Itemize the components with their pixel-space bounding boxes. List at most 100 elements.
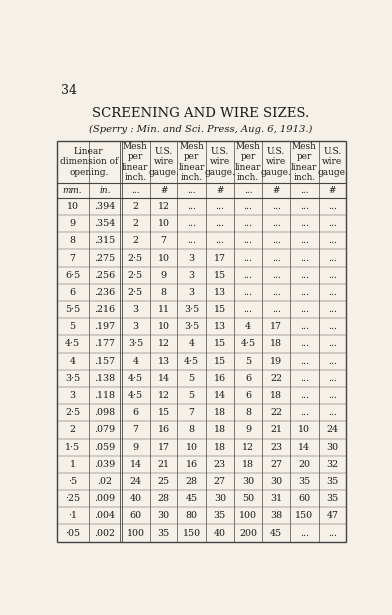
Text: 8: 8 [245,408,251,417]
Text: 24: 24 [327,426,338,434]
Text: 3·5: 3·5 [184,322,199,331]
Text: 30: 30 [270,477,282,486]
Text: 5: 5 [189,391,195,400]
Text: ...: ... [300,236,309,245]
Text: .002: .002 [94,528,115,538]
Text: 15: 15 [214,357,226,366]
Text: 8: 8 [161,288,167,297]
Text: 45: 45 [186,494,198,503]
Text: in.: in. [99,186,111,195]
Text: 10: 10 [158,253,170,263]
Text: 35: 35 [326,477,339,486]
Text: 12: 12 [158,339,170,349]
Text: 13: 13 [214,288,226,297]
Text: 20: 20 [298,460,310,469]
Text: 60: 60 [129,512,142,520]
Text: 6·5: 6·5 [65,271,80,280]
Text: ...: ... [300,288,309,297]
Text: ...: ... [272,271,281,280]
Text: ...: ... [300,253,309,263]
Text: 2: 2 [132,202,138,211]
Text: ...: ... [300,219,309,228]
Text: 4: 4 [132,357,138,366]
Text: 5: 5 [189,374,195,383]
Text: U.S.
wire
gauge.: U.S. wire gauge. [204,147,235,177]
Text: ...: ... [300,322,309,331]
Text: .354: .354 [94,219,116,228]
Text: ...: ... [215,236,224,245]
Text: 30: 30 [327,443,339,451]
Text: U.S.
wire
gauge.: U.S. wire gauge. [261,147,292,177]
Text: ...: ... [243,236,252,245]
Text: 14: 14 [298,443,310,451]
Text: 6: 6 [70,288,76,297]
Text: 4·5: 4·5 [240,339,256,349]
Text: ...: ... [328,253,337,263]
Text: ...: ... [300,528,309,538]
Text: 18: 18 [270,391,282,400]
Text: U.S.
wire
gauge.: U.S. wire gauge. [317,147,348,177]
Text: mm.: mm. [63,186,82,195]
Text: 13: 13 [214,322,226,331]
Text: ...: ... [300,391,309,400]
Text: 47: 47 [327,512,338,520]
Text: .236: .236 [94,288,116,297]
Text: 7: 7 [132,426,138,434]
Text: 17: 17 [214,253,226,263]
Text: 50: 50 [242,494,254,503]
Text: 4·5: 4·5 [128,391,143,400]
Text: 4: 4 [245,322,251,331]
Text: 10: 10 [67,202,79,211]
Text: 10: 10 [158,322,170,331]
Text: 3·5: 3·5 [128,339,143,349]
Text: ...: ... [187,186,196,195]
Text: 19: 19 [270,357,282,366]
Text: 4: 4 [70,357,76,366]
Text: 60: 60 [298,494,310,503]
Text: Mesh
per
linear
inch.: Mesh per linear inch. [235,142,261,182]
Text: 15: 15 [214,271,226,280]
Text: 150: 150 [183,528,201,538]
Text: 10: 10 [298,426,310,434]
Text: 18: 18 [214,443,226,451]
Text: ...: ... [328,528,337,538]
Text: 2·5: 2·5 [128,271,143,280]
Text: 28: 28 [186,477,198,486]
Text: 15: 15 [214,339,226,349]
Text: 45: 45 [270,528,282,538]
Text: 27: 27 [214,477,226,486]
Text: ...: ... [215,202,224,211]
Text: ...: ... [187,236,196,245]
Text: ...: ... [300,305,309,314]
Text: 27: 27 [270,460,282,469]
Text: 2·5: 2·5 [65,408,80,417]
Text: .098: .098 [94,408,115,417]
Text: ...: ... [243,253,252,263]
Text: (Sperry : Min. and Sci. Press, Aug. 6, 1913.): (Sperry : Min. and Sci. Press, Aug. 6, 1… [89,124,312,133]
Text: 3: 3 [189,271,195,280]
Text: ...: ... [272,305,281,314]
Text: 13: 13 [158,357,170,366]
Text: 14: 14 [158,374,170,383]
Text: 17: 17 [270,322,282,331]
Text: 7: 7 [161,236,167,245]
Text: 8: 8 [189,426,195,434]
Text: ...: ... [300,202,309,211]
Text: ...: ... [243,271,252,280]
Text: 31: 31 [270,494,282,503]
Text: 22: 22 [270,408,282,417]
Text: .216: .216 [94,305,115,314]
Text: .059: .059 [94,443,116,451]
Text: 9: 9 [132,443,138,451]
Text: 1·5: 1·5 [65,443,80,451]
Text: ...: ... [300,374,309,383]
Text: ...: ... [300,271,309,280]
Text: 38: 38 [270,512,282,520]
Text: 40: 40 [129,494,142,503]
Text: 150: 150 [295,512,313,520]
Text: ...: ... [244,186,252,195]
Text: 9: 9 [160,271,167,280]
Text: 14: 14 [129,460,142,469]
Text: 16: 16 [158,426,170,434]
Text: 30: 30 [242,477,254,486]
